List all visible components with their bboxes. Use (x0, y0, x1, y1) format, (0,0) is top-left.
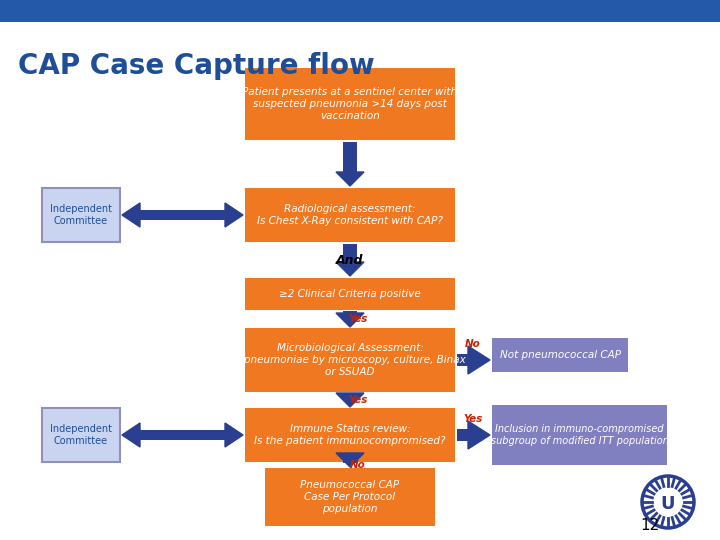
Text: 12: 12 (640, 517, 660, 532)
Text: Inclusion in immuno-compromised
subgroup of modified ITT population: Inclusion in immuno-compromised subgroup… (490, 424, 668, 446)
Bar (140, 430, 225, 440)
Bar (140, 210, 225, 220)
Text: U: U (661, 495, 675, 513)
Bar (0, 0, 720, 22)
Bar (265, 468, 435, 526)
Text: Radiological assessment:
Is Chest X-Ray consistent with CAP?: Radiological assessment: Is Chest X-Ray … (257, 204, 443, 226)
Bar (245, 278, 455, 310)
Bar (42, 408, 120, 462)
Polygon shape (122, 423, 140, 447)
Polygon shape (468, 346, 490, 374)
Bar (42, 188, 120, 242)
Text: Immune Status review:
Is the patient immunocompromised?: Immune Status review: Is the patient imm… (254, 424, 446, 446)
Bar (245, 408, 455, 462)
Text: No: No (465, 339, 481, 349)
Text: Yes: Yes (348, 314, 368, 324)
Text: CAP Case Capture flow: CAP Case Capture flow (18, 52, 374, 80)
Polygon shape (225, 203, 243, 227)
Polygon shape (336, 313, 364, 327)
Polygon shape (336, 453, 364, 467)
Bar (457, 354, 468, 366)
Bar (245, 188, 455, 242)
Text: Not pneumococcal CAP: Not pneumococcal CAP (500, 350, 621, 360)
Bar (343, 453, 357, 463)
Text: Yes: Yes (348, 395, 368, 405)
Bar (245, 68, 455, 140)
Bar (492, 405, 667, 465)
Polygon shape (336, 393, 364, 407)
Text: Yes: Yes (464, 414, 482, 424)
Bar (343, 311, 357, 313)
Bar (343, 142, 357, 172)
Bar (492, 338, 628, 372)
Polygon shape (122, 203, 140, 227)
Bar (245, 328, 455, 392)
Text: Pneumococcal CAP
Case Per Protocol
population: Pneumococcal CAP Case Per Protocol popul… (300, 481, 400, 514)
Text: And: And (336, 253, 364, 267)
Text: Patient presents at a sentinel center with
suspected pneumonia >14 days post
vac: Patient presents at a sentinel center wi… (243, 87, 458, 120)
Text: Independent
Committee: Independent Committee (50, 424, 112, 446)
Bar (457, 429, 468, 441)
Polygon shape (468, 421, 490, 449)
Text: ≥2 Clinical Criteria positive: ≥2 Clinical Criteria positive (279, 289, 421, 299)
Bar (343, 244, 357, 262)
Polygon shape (336, 172, 364, 186)
Polygon shape (225, 423, 243, 447)
Polygon shape (336, 262, 364, 276)
Text: No: No (350, 460, 366, 470)
Text: Independent
Committee: Independent Committee (50, 204, 112, 226)
Text: Microbiological Assessment:
S.pneumoniae by microscopy, culture, Binax
or SSUAD: Microbiological Assessment: S.pneumoniae… (234, 343, 466, 376)
